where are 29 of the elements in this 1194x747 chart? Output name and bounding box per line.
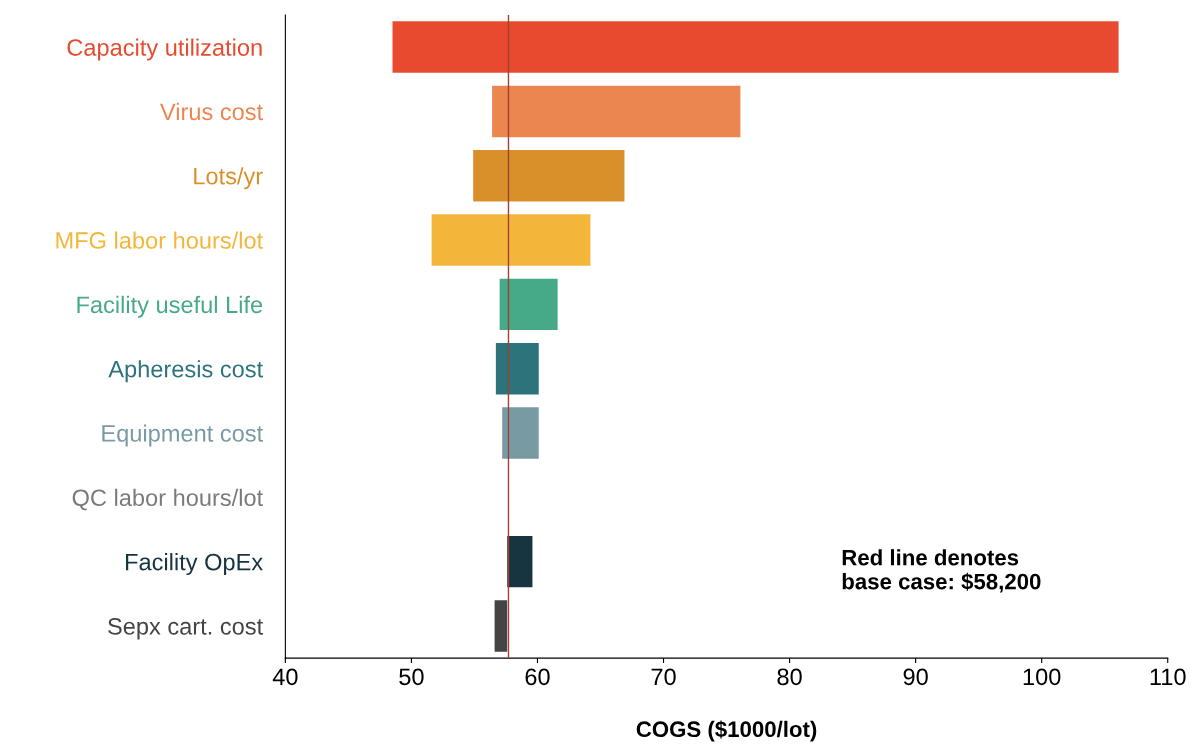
x-axis-title: COGS ($1000/lot) [636, 720, 817, 742]
y-tick-label: Equipment cost [102, 424, 263, 447]
x-tick-label: 70 [651, 668, 676, 686]
bar [392, 21, 1119, 73]
x-tick-label: 110 [1150, 668, 1186, 686]
y-tick-label: MFG labor hours/lot [56, 231, 263, 249]
bar [473, 150, 625, 202]
bar [495, 342, 539, 395]
y-tick-label: Apheresis cost [108, 360, 263, 383]
bar [507, 535, 533, 588]
y-tick-label: Sepx cart. cost [108, 618, 263, 640]
x-tick-label: 80 [777, 668, 802, 686]
x-tick-label: 60 [525, 668, 550, 686]
y-tick-label: Virus cost [160, 102, 263, 121]
y-tick-label: Facility OpEx [126, 553, 263, 576]
bar [499, 278, 558, 331]
bar [492, 85, 741, 138]
x-tick-label: 100 [1023, 668, 1061, 686]
y-tick-label: Lots/yr [194, 167, 263, 190]
x-tick-label: 90 [903, 668, 928, 686]
x-tick-label: 40 [272, 668, 298, 686]
y-tick-label: Facility useful Life [77, 295, 263, 318]
y-tick-label: Capacity utilization [67, 38, 262, 61]
x-tick-label: 50 [399, 668, 424, 686]
bar [431, 214, 591, 266]
bar [494, 600, 508, 652]
y-tick-label: QC labor hours/lot [72, 488, 263, 511]
bar [502, 407, 539, 459]
annotation: Red line denotes base case: $58,200 [842, 549, 1041, 593]
